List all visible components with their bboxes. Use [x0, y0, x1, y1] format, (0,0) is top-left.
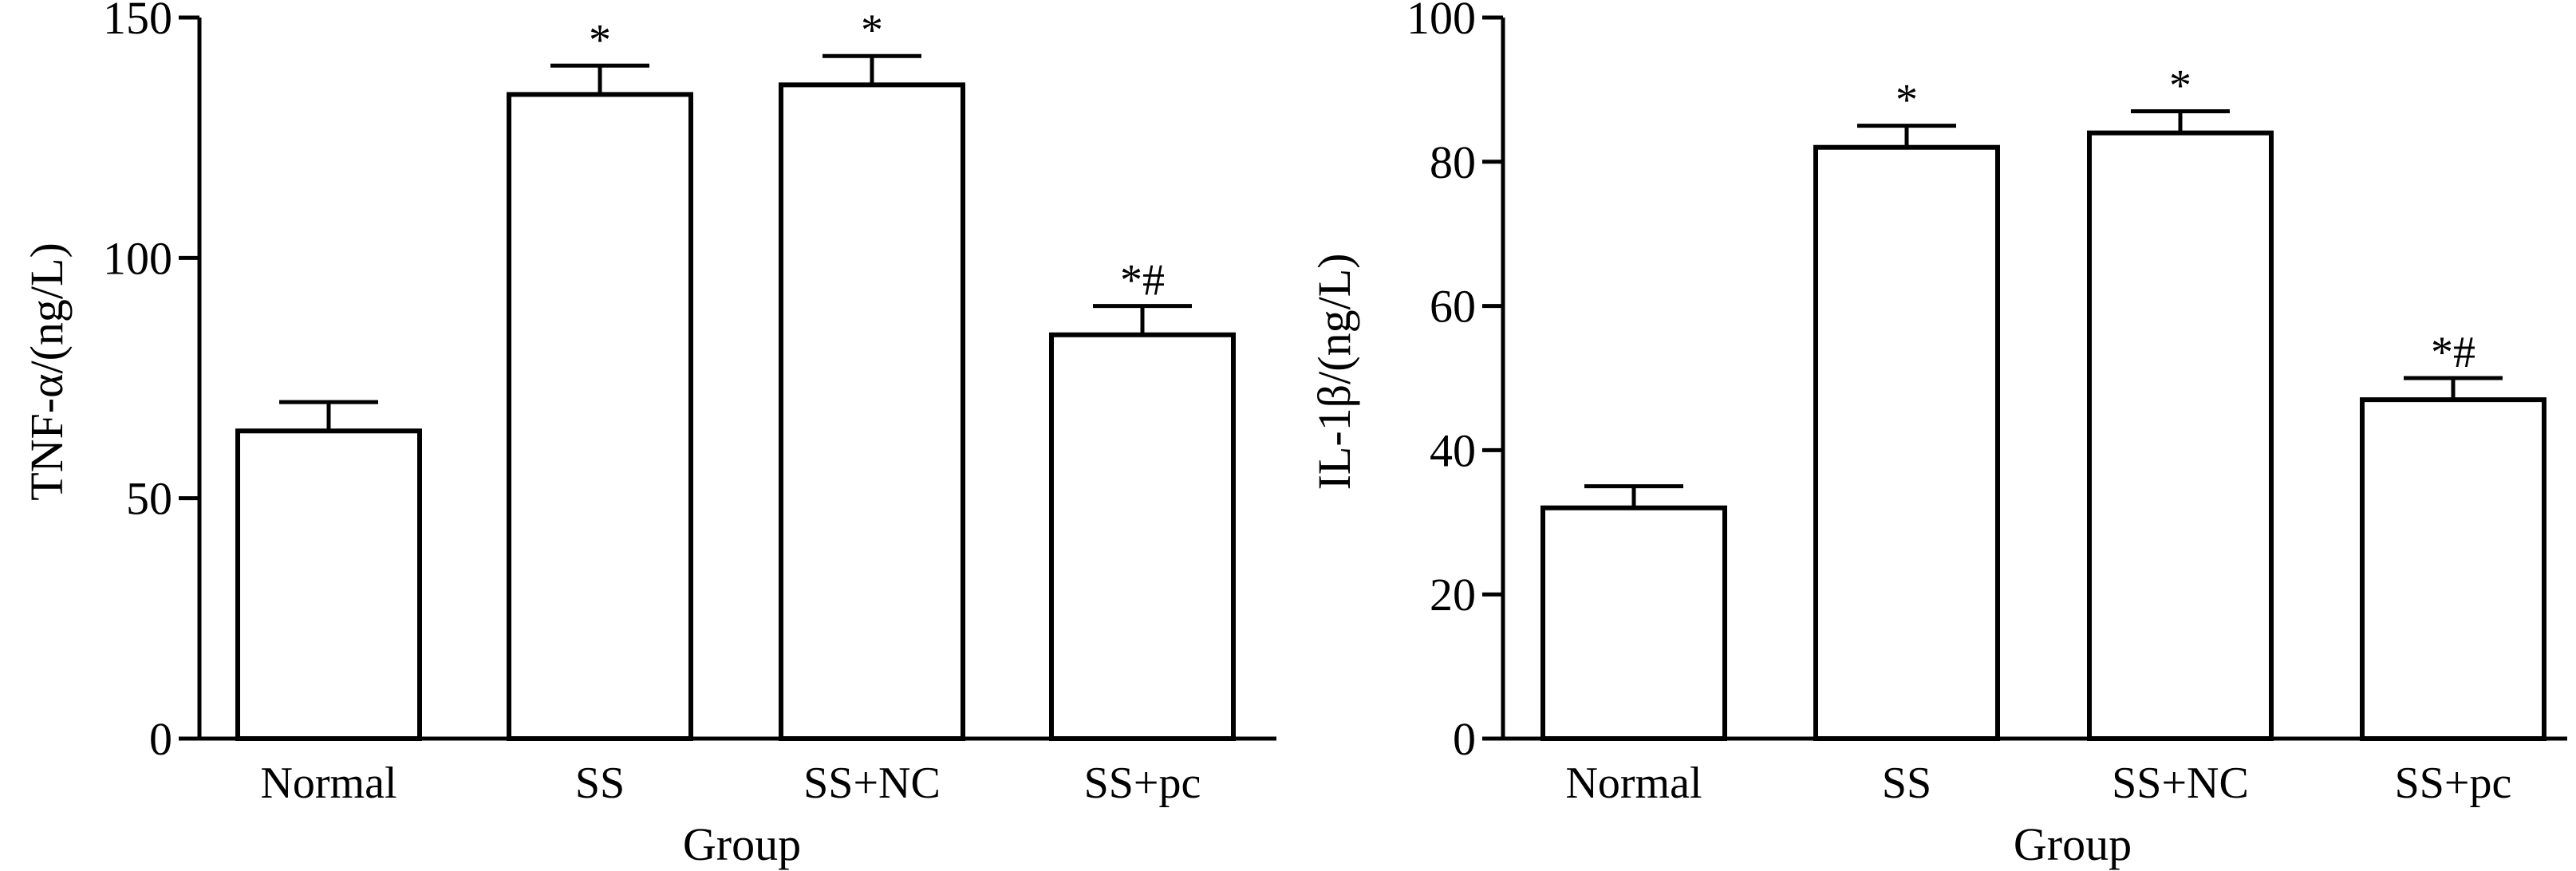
- y-tick-label: 20: [1430, 569, 1476, 621]
- bar-ss: [507, 92, 693, 741]
- x-category-label: Normal: [1565, 759, 1702, 808]
- y-tick-label: 60: [1430, 281, 1476, 333]
- significance-marker: *: [861, 6, 883, 55]
- bar-ss-pc: [2360, 397, 2546, 741]
- bar-normal: [235, 428, 422, 741]
- bar-ss-pc: [1049, 332, 1236, 741]
- x-category-label: SS+pc: [1084, 759, 1201, 808]
- x-category-label: Normal: [260, 759, 396, 808]
- y-tick-label: 100: [1406, 0, 1476, 44]
- y-tick-label: 40: [1430, 424, 1476, 476]
- y-tick-label: 80: [1430, 136, 1476, 188]
- y-tick-label: 150: [103, 0, 172, 44]
- y-tick-label: 0: [149, 713, 172, 765]
- y-axis-title: TNF-α/(ng/L): [21, 242, 73, 501]
- bar-ss-nc: [2087, 130, 2274, 741]
- significance-marker: *: [589, 15, 611, 65]
- y-tick-label: 0: [1453, 713, 1476, 765]
- x-category-label: SS: [1882, 759, 1931, 808]
- bar-normal: [1540, 505, 1727, 741]
- y-tick-label: 100: [103, 232, 172, 284]
- significance-marker: *: [2169, 61, 2191, 111]
- significance-marker: *#: [2431, 328, 2475, 377]
- il-1beta-bar-chart: * * *# 0 20 40 60 80 100 Normal SS SS+NC SS+pc Gro…: [1308, 0, 2567, 870]
- x-category-label: SS: [575, 759, 625, 808]
- x-category-label: SS+NC: [2112, 759, 2249, 808]
- x-axis-title: Group: [683, 818, 801, 870]
- y-tick-label: 50: [126, 473, 172, 525]
- significance-marker: *#: [1120, 256, 1165, 305]
- bar-ss-nc: [779, 82, 965, 741]
- x-category-label: SS+NC: [803, 759, 941, 808]
- x-axis-title: Group: [2014, 818, 2132, 870]
- bar-ss: [1813, 144, 2000, 742]
- x-category-label: SS+pc: [2395, 759, 2512, 808]
- significance-marker: *: [1896, 76, 1918, 125]
- y-axis-title: IL-1β/(ng/L): [1308, 254, 1360, 491]
